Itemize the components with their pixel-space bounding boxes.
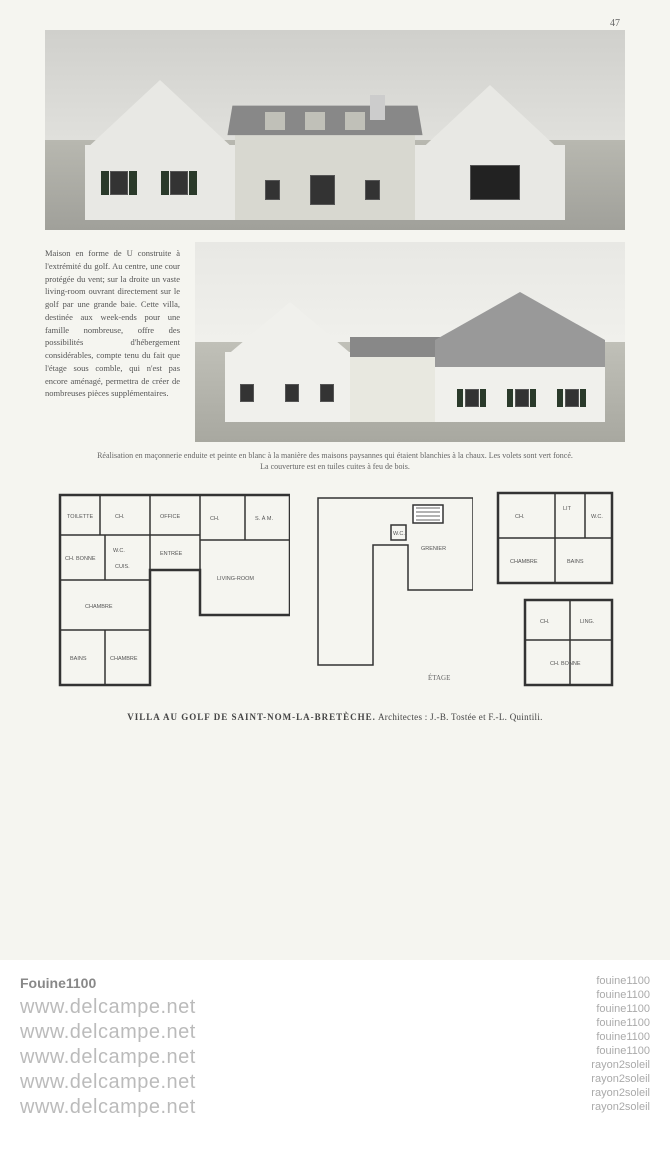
wm-label: fouine1100 xyxy=(591,1045,650,1057)
document-page: 47 xyxy=(0,0,670,960)
wm-label: rayon2soleil xyxy=(591,1073,650,1085)
room-label: GRENIER xyxy=(421,546,446,552)
page-number: 47 xyxy=(610,18,620,29)
seller-name: Fouine1100 xyxy=(20,975,196,991)
room-label: CH. xyxy=(115,514,125,520)
room-label: W.C. xyxy=(591,514,603,520)
house-center-wing xyxy=(235,130,415,220)
watermark-url: www.delcampe.net xyxy=(20,1021,196,1044)
room-label: CH. xyxy=(540,619,550,625)
room-label: CHAMBRE xyxy=(85,604,113,610)
room-label: CHAMBRE xyxy=(510,559,538,565)
villa-photo-front xyxy=(45,30,625,230)
room-label: S. À M. xyxy=(255,515,274,522)
floorplan-attic-outline: GRENIER W.C. ÉTAGE xyxy=(313,490,473,690)
watermark-right-col: fouine1100 fouine1100 fouine1100 fouine1… xyxy=(591,975,650,1119)
wm-label: fouine1100 xyxy=(591,975,650,987)
wm-label: fouine1100 xyxy=(591,1017,650,1029)
room-label: BAINS xyxy=(567,559,584,565)
room-label: W.C. xyxy=(393,531,405,537)
room-label: CH. BONNE xyxy=(65,556,96,562)
room-label: CH. xyxy=(515,514,525,520)
description-row: Maison en forme de U construite à l'extr… xyxy=(45,242,625,442)
watermark-url: www.delcampe.net xyxy=(20,1046,196,1069)
photo2-caption: Réalisation en maçonnerie enduite et pei… xyxy=(95,450,575,472)
room-label: BAINS xyxy=(70,656,87,662)
wm-label: rayon2soleil xyxy=(591,1059,650,1071)
floorplans-row: TOILETTE CH. OFFICE S. À M. CH. BONNE W.… xyxy=(45,490,625,690)
wm-label: fouine1100 xyxy=(591,1003,650,1015)
plan-label: ÉTAGE xyxy=(428,674,450,682)
rear-right-wing xyxy=(435,292,605,422)
house-left-wing xyxy=(85,80,235,220)
villa-photo-rear xyxy=(195,242,625,442)
room-label: CH. BONNE xyxy=(550,661,581,667)
room-label: ENTRÉE xyxy=(160,550,183,557)
title-main: VILLA AU GOLF DE SAINT-NOM-LA-BRETÈCHE. xyxy=(127,712,376,722)
wm-label: fouine1100 xyxy=(591,1031,650,1043)
room-label: W.C. xyxy=(113,548,125,554)
room-label: LING. xyxy=(580,619,595,625)
floorplan-upper: CH. LIT CHAMBRE BAINS W.C. CH. LING. CH.… xyxy=(495,490,615,690)
room-label: CH. xyxy=(210,516,220,522)
rear-left-gable xyxy=(225,302,355,422)
watermark-footer: Fouine1100 www.delcampe.net www.delcampe… xyxy=(0,960,670,1149)
room-label: LIT xyxy=(563,506,572,512)
room-label: CHAMBRE xyxy=(110,656,138,662)
room-label: CUIS. xyxy=(115,564,130,570)
watermark-url: www.delcampe.net xyxy=(20,1071,196,1094)
rear-mid-section xyxy=(350,352,440,422)
watermark-left-col: Fouine1100 www.delcampe.net www.delcampe… xyxy=(20,975,196,1119)
floorplan-ground: TOILETTE CH. OFFICE S. À M. CH. BONNE W.… xyxy=(55,490,290,690)
wm-label: rayon2soleil xyxy=(591,1087,650,1099)
room-label: OFFICE xyxy=(160,514,180,520)
wm-label: rayon2soleil xyxy=(591,1101,650,1113)
description-text: Maison en forme de U construite à l'extr… xyxy=(45,242,180,442)
architects-label: Architectes : xyxy=(378,712,428,722)
room-label: LIVING-ROOM xyxy=(217,576,254,582)
watermark-url: www.delcampe.net xyxy=(20,996,196,1019)
architects-names: J.-B. Tostée et F.-L. Quintili. xyxy=(430,712,543,722)
title-line: VILLA AU GOLF DE SAINT-NOM-LA-BRETÈCHE. … xyxy=(45,712,625,722)
watermark-url: www.delcampe.net xyxy=(20,1096,196,1119)
house-right-wing xyxy=(415,85,565,220)
wm-label: fouine1100 xyxy=(591,989,650,1001)
room-label: TOILETTE xyxy=(67,514,94,520)
